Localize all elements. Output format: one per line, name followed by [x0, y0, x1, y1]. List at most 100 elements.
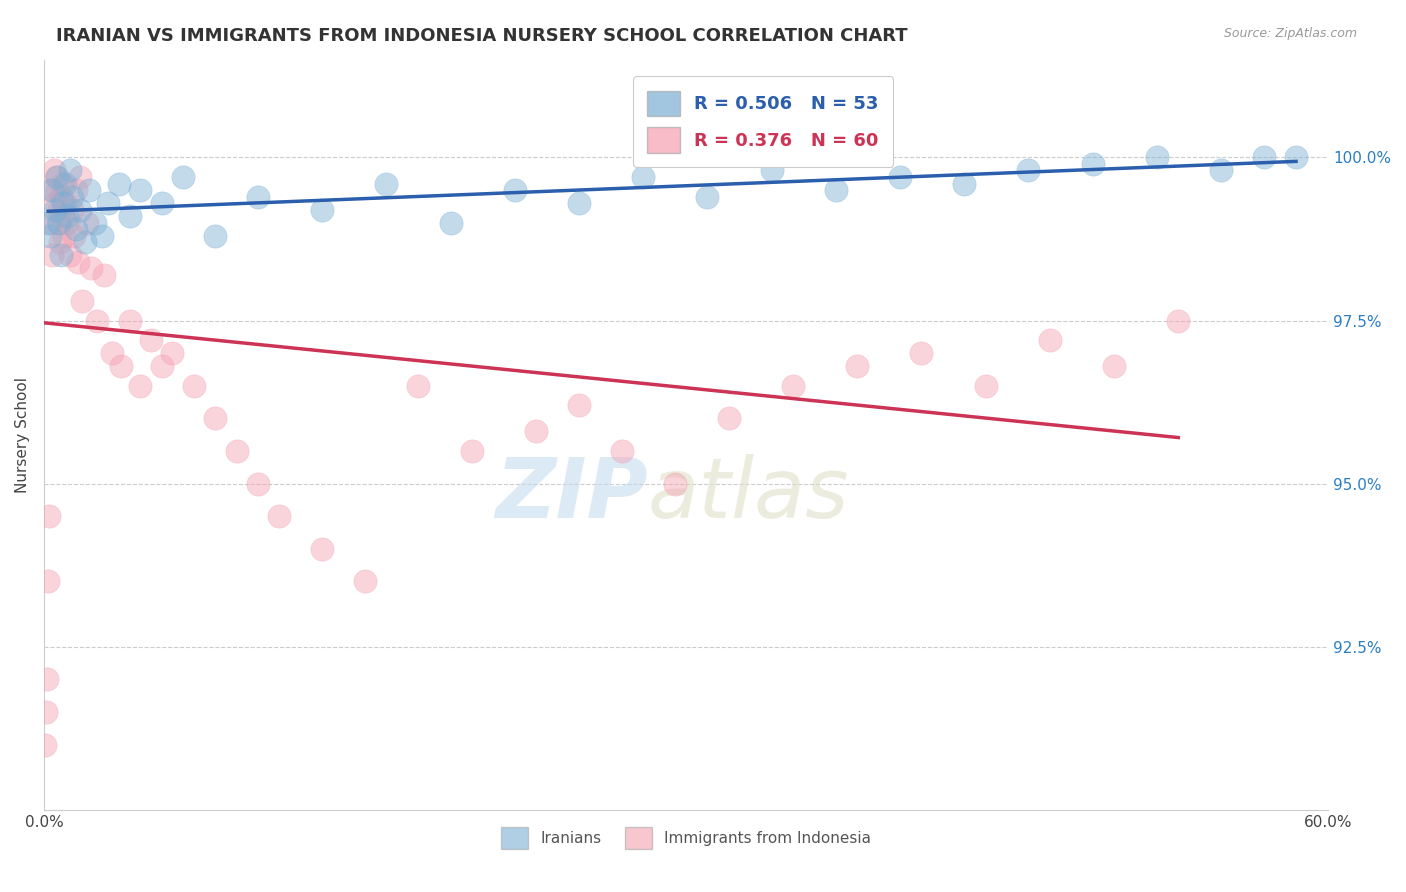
Point — [172, 169, 194, 184]
Point — [45, 169, 67, 184]
Point — [93, 268, 115, 282]
Point — [44, 196, 66, 211]
Point — [56, 216, 79, 230]
Point — [67, 255, 90, 269]
Point — [889, 169, 911, 184]
Point — [1102, 359, 1125, 374]
Point — [1285, 151, 1308, 165]
Point — [225, 444, 247, 458]
Point — [86, 313, 108, 327]
Point — [524, 425, 547, 439]
Point — [311, 202, 333, 217]
Point — [1167, 313, 1189, 327]
Point — [1253, 151, 1275, 165]
Point — [38, 509, 60, 524]
Point — [503, 183, 526, 197]
Point — [269, 509, 291, 524]
Point — [37, 216, 59, 230]
Point — [60, 189, 83, 203]
Point — [110, 359, 132, 374]
Point — [39, 183, 62, 197]
Point — [49, 189, 72, 203]
Text: IRANIAN VS IMMIGRANTS FROM INDONESIA NURSERY SCHOOL CORRELATION CHART: IRANIAN VS IMMIGRANTS FROM INDONESIA NUR… — [56, 27, 908, 45]
Point — [41, 183, 63, 197]
Point — [56, 209, 79, 223]
Point — [107, 177, 129, 191]
Point — [150, 359, 173, 374]
Point — [80, 261, 103, 276]
Point — [35, 705, 58, 719]
Point — [41, 248, 63, 262]
Point — [408, 378, 430, 392]
Point — [204, 228, 226, 243]
Point — [1211, 163, 1233, 178]
Point — [53, 228, 76, 243]
Point — [76, 216, 98, 230]
Point — [129, 378, 152, 392]
Point — [118, 209, 141, 223]
Text: Source: ZipAtlas.com: Source: ZipAtlas.com — [1223, 27, 1357, 40]
Point — [35, 673, 58, 687]
Point — [58, 248, 80, 262]
Point — [696, 189, 718, 203]
Point — [69, 202, 91, 217]
Point — [118, 313, 141, 327]
Point — [183, 378, 205, 392]
Point — [39, 228, 62, 243]
Point — [846, 359, 869, 374]
Y-axis label: Nursery School: Nursery School — [15, 376, 30, 492]
Point — [246, 189, 269, 203]
Point — [77, 183, 100, 197]
Point — [717, 411, 740, 425]
Point — [129, 183, 152, 197]
Point — [568, 398, 591, 412]
Point — [664, 476, 686, 491]
Text: ZIP: ZIP — [495, 454, 648, 535]
Point — [72, 293, 94, 308]
Point — [150, 196, 173, 211]
Point — [1081, 157, 1104, 171]
Point — [73, 235, 96, 250]
Point — [162, 346, 184, 360]
Point — [53, 177, 76, 191]
Point — [49, 248, 72, 262]
Point — [45, 183, 67, 197]
Point — [44, 202, 66, 217]
Point — [51, 177, 73, 191]
Point — [974, 378, 997, 392]
Point — [49, 235, 72, 250]
Text: atlas: atlas — [648, 454, 849, 535]
Point — [101, 346, 124, 360]
Point — [90, 228, 112, 243]
Point — [782, 378, 804, 392]
Point — [311, 541, 333, 556]
Point — [1039, 333, 1062, 347]
Point — [52, 209, 75, 223]
Point — [375, 177, 398, 191]
Point — [439, 216, 461, 230]
Point — [63, 228, 86, 243]
Point — [1146, 151, 1168, 165]
Point — [610, 444, 633, 458]
Point — [48, 202, 70, 217]
Point — [65, 183, 87, 197]
Point — [910, 346, 932, 360]
Point — [34, 738, 56, 752]
Point — [461, 444, 484, 458]
Point — [1017, 163, 1039, 178]
Point — [48, 216, 70, 230]
Point — [45, 169, 67, 184]
Point — [953, 177, 976, 191]
Point — [69, 169, 91, 184]
Point — [42, 163, 65, 178]
Point — [65, 222, 87, 236]
Point — [139, 333, 162, 347]
Point — [824, 183, 846, 197]
Legend: Iranians, Immigrants from Indonesia: Iranians, Immigrants from Indonesia — [495, 821, 877, 855]
Point — [53, 196, 76, 211]
Point — [84, 216, 107, 230]
Point — [41, 216, 63, 230]
Point — [568, 196, 591, 211]
Point — [97, 196, 120, 211]
Point — [58, 163, 80, 178]
